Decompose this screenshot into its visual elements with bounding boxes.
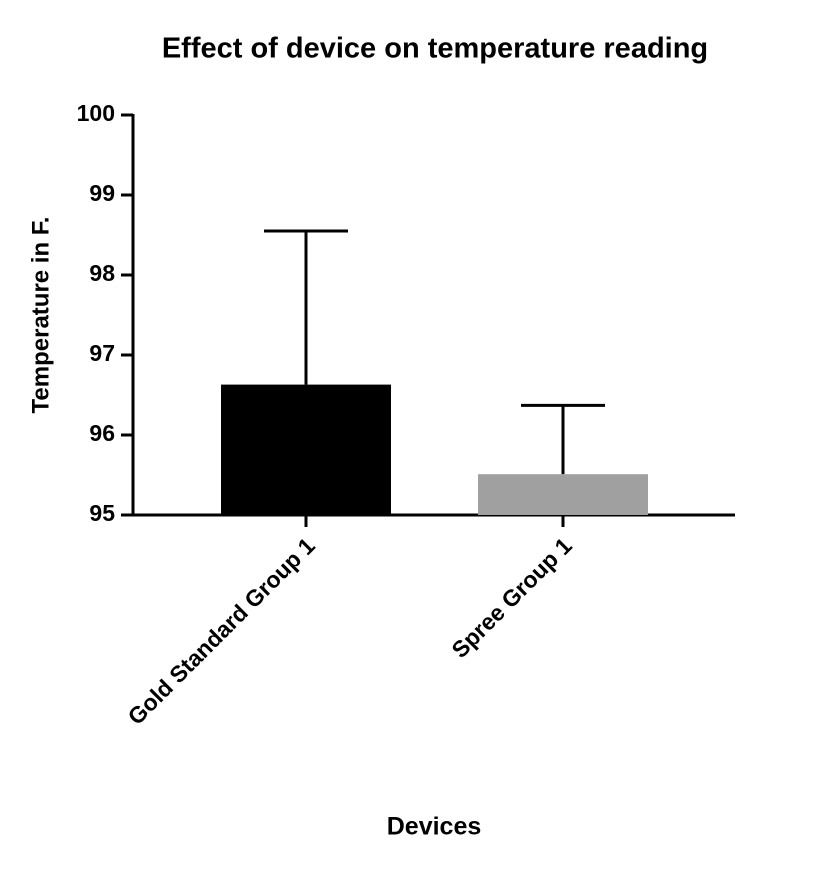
- x-axis-title: Devices: [387, 813, 482, 841]
- x-tick-label: Gold Standard Group 1: [123, 532, 320, 729]
- y-axis-title: Temperature in F.: [27, 217, 54, 414]
- y-tick-label: 99: [89, 180, 115, 206]
- y-tick-label: 97: [89, 340, 115, 366]
- chart-title: Effect of device on temperature reading: [162, 33, 708, 65]
- y-tick-label: 95: [89, 500, 115, 526]
- bar: [478, 474, 648, 515]
- y-tick-label: 98: [89, 260, 115, 286]
- y-tick-label: 96: [89, 420, 115, 446]
- y-tick-label: 100: [77, 100, 115, 126]
- bar: [221, 384, 391, 515]
- x-tick-label: Spree Group 1: [446, 532, 577, 663]
